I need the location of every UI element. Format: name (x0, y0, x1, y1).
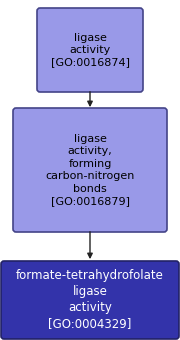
FancyBboxPatch shape (37, 8, 143, 92)
FancyBboxPatch shape (1, 261, 179, 339)
FancyBboxPatch shape (13, 108, 167, 232)
Text: ligase
activity,
forming
carbon-nitrogen
bonds
[GO:0016879]: ligase activity, forming carbon-nitrogen… (45, 134, 135, 206)
Text: formate-tetrahydrofolate
ligase
activity
[GO:0004329]: formate-tetrahydrofolate ligase activity… (16, 270, 164, 330)
Text: ligase
activity
[GO:0016874]: ligase activity [GO:0016874] (51, 33, 129, 67)
